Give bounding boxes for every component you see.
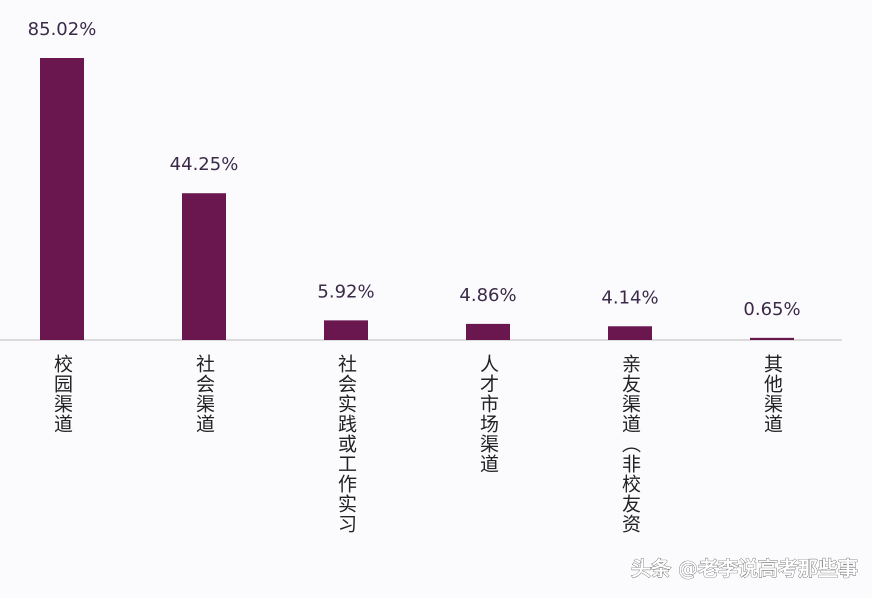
value-label: 0.65% bbox=[743, 299, 800, 320]
bar bbox=[324, 320, 368, 340]
bar bbox=[182, 193, 226, 340]
x-tick-label: 人才市场渠道 bbox=[477, 354, 499, 474]
watermark: 头条 @老李说高考那些事 bbox=[631, 557, 858, 581]
value-label: 4.14% bbox=[601, 287, 658, 308]
value-label: 5.92% bbox=[317, 281, 374, 302]
x-tick-label: 亲友渠道（非校友资 bbox=[619, 354, 641, 534]
x-tick-label: 其他渠道 bbox=[761, 354, 783, 434]
value-label: 44.25% bbox=[170, 154, 239, 175]
bar bbox=[40, 58, 84, 340]
value-label: 4.86% bbox=[459, 285, 516, 306]
value-label: 85.02% bbox=[28, 19, 97, 40]
x-tick-label: 社会实践或工作实习 bbox=[335, 354, 357, 534]
x-tick-label: 校园渠道 bbox=[51, 354, 73, 434]
bar bbox=[466, 323, 510, 340]
bar bbox=[608, 326, 652, 340]
x-tick-label: 社会渠道 bbox=[193, 354, 215, 434]
bar bbox=[750, 337, 794, 340]
